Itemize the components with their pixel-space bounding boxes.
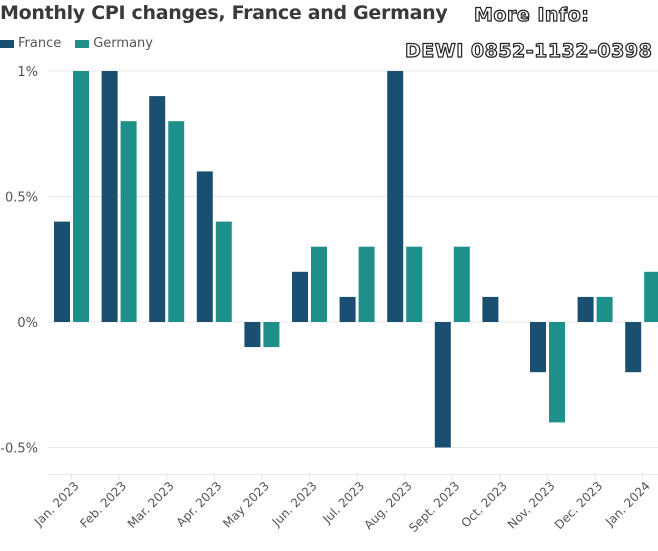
- x-tick-label: Jan. 2023: [31, 479, 82, 530]
- x-tick-label: May 2023: [220, 479, 272, 531]
- legend-label-france: France: [18, 36, 62, 51]
- bar-france-7: [387, 71, 404, 322]
- x-tick-label: Nov. 2023: [505, 479, 558, 532]
- y-tick-label: 0.5%: [5, 191, 38, 206]
- legend-item-germany: Germany: [75, 36, 153, 51]
- x-tick-label: Oct. 2023: [458, 479, 510, 531]
- bar-germany-4: [263, 322, 280, 348]
- chart-legend: France Germany: [0, 36, 167, 51]
- bar-germany-3: [215, 221, 232, 322]
- bar-france-6: [339, 296, 356, 322]
- bar-france-1: [101, 71, 118, 322]
- bar-germany-8: [453, 246, 470, 322]
- legend-label-germany: Germany: [93, 36, 153, 51]
- bar-germany-1: [120, 121, 137, 322]
- bar-france-2: [149, 96, 166, 322]
- x-tick-label: Jun. 2023: [269, 479, 320, 530]
- watermark-contact: DEWI 0852-1132-0398: [404, 39, 653, 62]
- bar-france-5: [292, 271, 308, 322]
- x-tick-label: Jan. 2024: [602, 479, 653, 530]
- watermark-more-info: More Info:: [473, 3, 590, 26]
- y-tick-label: -0.5%: [0, 442, 38, 457]
- bar-france-10: [530, 322, 546, 373]
- y-tick-label: 1%: [17, 65, 38, 80]
- bars: [54, 71, 658, 448]
- x-tick-label: Mar. 2023: [125, 479, 177, 531]
- bar-germany-5: [311, 246, 327, 322]
- bar-germany-10: [549, 322, 565, 423]
- bar-germany-12: [644, 271, 658, 322]
- x-tick-label: Dec. 2023: [552, 479, 605, 532]
- legend-swatch-france: [0, 39, 14, 48]
- bar-france-9: [482, 296, 499, 322]
- bar-france-4: [244, 322, 261, 348]
- bar-france-12: [625, 322, 642, 373]
- bar-germany-2: [168, 121, 185, 322]
- bar-france-11: [577, 296, 594, 322]
- bar-france-0: [54, 221, 70, 322]
- x-tick-label: Feb. 2023: [77, 479, 129, 531]
- y-tick-label: 0%: [17, 316, 38, 331]
- x-tick-label: Jul. 2023: [319, 479, 367, 527]
- bar-france-8: [434, 322, 451, 448]
- bar-germany-7: [406, 246, 423, 322]
- gridlines: [48, 70, 658, 476]
- bar-france-3: [196, 171, 213, 322]
- chart-title: Monthly CPI changes, France and Germany: [0, 2, 448, 24]
- legend-swatch-germany: [75, 39, 90, 48]
- bar-germany-6: [358, 246, 375, 322]
- bar-germany-11: [596, 296, 613, 322]
- x-tick-label: Apr. 2023: [174, 479, 225, 530]
- y-axis-labels: 1% 0.5% 0% -0.5%: [0, 65, 38, 457]
- legend-item-france: France: [0, 36, 61, 51]
- bar-germany-0: [73, 71, 89, 322]
- x-tick-label: Sept. 2023: [406, 479, 462, 535]
